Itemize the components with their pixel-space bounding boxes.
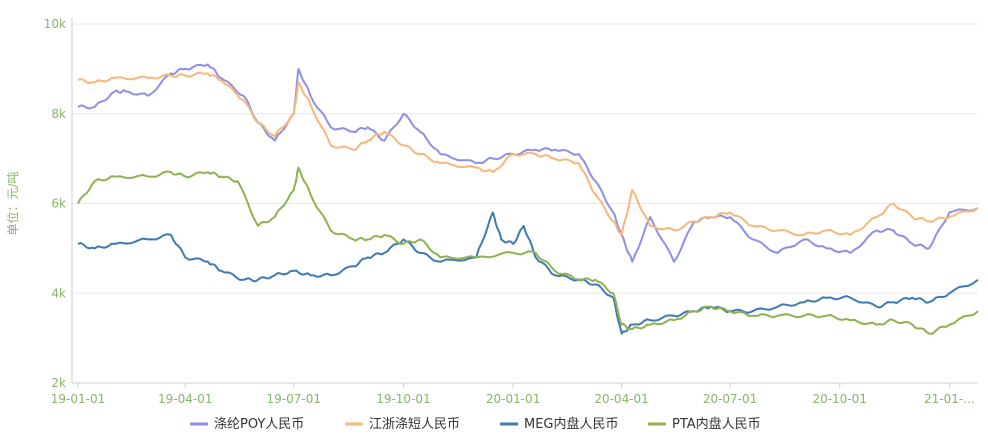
grid — [72, 23, 978, 384]
legend: 涤纶POY人民币 江浙涤短人民币 MEG内盘人民币 PTA内盘人民币 — [190, 416, 761, 432]
y-tick-label: 8k — [51, 107, 66, 121]
series-lines — [77, 63, 979, 335]
y-tick-label: 4k — [51, 286, 66, 300]
x-tick-label: 20-04-01 — [594, 392, 648, 406]
y-axis-label: 单位：元/吨 — [5, 171, 20, 235]
x-tick-label: 19-10-01 — [376, 392, 430, 406]
y-tick-label: 10k — [44, 17, 66, 31]
x-tick-label: 19-01-01 — [51, 392, 105, 406]
x-tick-label: 21-01-... — [924, 392, 975, 406]
series-line — [77, 63, 979, 263]
series-line — [77, 71, 979, 237]
axes: 2k 4k 6k 8k 10k 19-01-01 19-04-01 19-07-01 19-10… — [5, 17, 978, 406]
legend-label: 涤纶POY人民币 — [214, 417, 304, 432]
x-tick-label: 20-07-01 — [703, 392, 757, 406]
x-tick-label: 20-10-01 — [812, 392, 866, 406]
x-tick-label: 19-07-01 — [267, 392, 321, 406]
x-tick-label: 19-04-01 — [158, 392, 212, 406]
y-tick-label: 2k — [51, 376, 66, 390]
legend-label: 江浙涤短人民币 — [369, 417, 460, 432]
series-line — [77, 211, 979, 335]
x-tick-label: 20-01-01 — [486, 392, 540, 406]
series-line — [77, 166, 979, 335]
legend-label: PTA内盘人民币 — [672, 416, 761, 432]
y-tick-label: 6k — [51, 197, 66, 211]
legend-label: MEG内盘人民币 — [524, 416, 619, 432]
